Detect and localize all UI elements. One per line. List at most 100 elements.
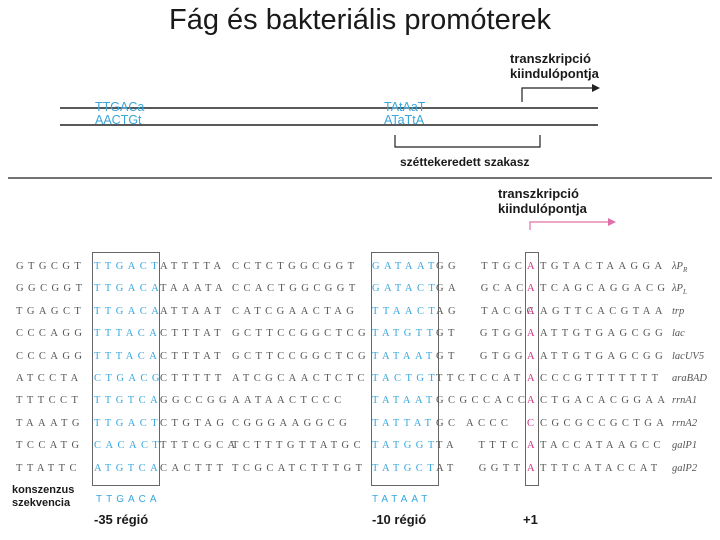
seq-spacer2: CCACTGGCGGT: [232, 283, 360, 295]
seq-spacer2: GCTTCCGGCTCG: [232, 350, 370, 362]
seq-minus35: ATGTCA: [94, 462, 163, 474]
seq-spacer: TAAATA: [160, 283, 234, 295]
seq-left: CCCAGG: [16, 350, 87, 362]
seq-downstream: GT GTGG: [436, 328, 527, 340]
seq-minus35: TTGACT: [94, 417, 163, 429]
seq-minus10: TATGCT: [372, 462, 439, 474]
region-35-label: -35 régió: [94, 512, 149, 527]
seq-minus35: CACACT: [94, 440, 164, 452]
seq-transcribed: ATTGTGAGCGG: [540, 350, 668, 362]
consensus-35: TTGACA: [96, 494, 161, 505]
seq-minus10: TACTGT: [372, 373, 440, 384]
seq-start-base: A: [527, 395, 540, 407]
seq-start-base: C: [527, 417, 539, 429]
seq-downstream: TA TTTC: [436, 440, 523, 452]
seq-spacer: ATTTTA: [160, 261, 233, 272]
seq-transcribed: TGTACTAAGGA: [540, 261, 667, 272]
seq-left: TTATTC: [16, 462, 81, 474]
start-label-top: transzkripció kiindulópontja: [510, 51, 599, 81]
minus35-box-top: TTGACa AACTGt: [95, 100, 145, 127]
arrowhead-bottom: [608, 218, 616, 226]
seq-left: GGCGGT: [16, 283, 87, 295]
promoter-name: trp: [672, 305, 685, 317]
seq-minus35: TTTACA: [94, 328, 162, 340]
seq-minus35: TTGACA: [94, 305, 164, 317]
seq-spacer: CTTTAT: [160, 350, 232, 362]
promoter-name: λPR: [672, 261, 688, 275]
seq-spacer2: TCTTTGTTATGC: [232, 440, 366, 452]
seq-start-base: A: [527, 328, 540, 340]
seq-downstream: GCGCCACC: [436, 395, 530, 407]
seq-left: TTTCCT: [16, 395, 83, 407]
promoter-name: rrnA2: [672, 417, 698, 429]
seq-spacer2: AATAACTCCC: [232, 395, 346, 407]
seq-spacer: CTTTAT: [160, 328, 232, 340]
seq-minus10: TATGTT: [372, 328, 438, 340]
start-arrow-bottom: [529, 221, 610, 230]
seq-downstream: TTCTCCAT: [436, 373, 525, 384]
minus10-region-box: [371, 252, 439, 486]
seq-transcribed: ATTGTGAGCGG: [540, 328, 668, 340]
promoter-name: lac: [672, 328, 685, 340]
seq-minus10: GATACT: [372, 283, 440, 295]
seq-left: ATCCTA: [16, 373, 83, 384]
seq-minus10: GATAAT: [372, 261, 439, 272]
seq-spacer: CACTTT: [160, 462, 235, 474]
seq-downstream: AT GGTT: [436, 462, 525, 474]
seq-downstream: GG TTGC: [436, 261, 527, 272]
melted-bracket: [394, 135, 541, 148]
seq-downstream: GT GTGG: [436, 350, 527, 362]
seq-minus10: TATAAT: [372, 395, 437, 407]
seq-minus35: CTGACG: [94, 373, 164, 384]
promoter-name: rrnA1: [672, 395, 698, 407]
start-arrow-top: [521, 87, 592, 102]
seq-downstream: AG TACGC: [436, 305, 539, 317]
seq-start-base: A: [527, 440, 540, 452]
page-title: Fág és bakteriális promóterek: [169, 4, 551, 36]
seq-transcribed: TACCATAAGCC: [540, 440, 665, 452]
seq-spacer: GGCCGG: [160, 395, 239, 407]
seq-left: TGAGCT: [16, 305, 86, 317]
seq-start-base: A: [527, 373, 540, 384]
promoter-name: galP2: [672, 462, 698, 474]
plus1-label: +1: [523, 512, 538, 527]
melted-label: széttekeredett szakasz: [400, 155, 530, 169]
seq-spacer2: CATCGAACTAG: [232, 305, 359, 317]
minus10-box-top: TAtAaT ATaTtA: [384, 100, 426, 127]
seq-spacer2: GCTTCCGGCTCG: [232, 328, 370, 340]
seq-spacer: TTTCGCA: [160, 440, 240, 452]
consensus-label: konszenzus szekvencia: [12, 484, 75, 509]
seq-transcribed: CCCGTTTTTTT: [540, 373, 663, 384]
seq-minus35: TTTACA: [94, 350, 162, 362]
seq-left: TAAATG: [16, 417, 84, 429]
seq-minus10: TATGGT: [372, 440, 439, 452]
seq-spacer2: CGGGAAGGCG: [232, 417, 352, 429]
start-label-bottom: transzkripció kiindulópontja: [498, 186, 587, 216]
seq-start-base: A: [527, 350, 540, 362]
seq-start-base: A: [527, 261, 540, 272]
seq-left: GTGCGT: [16, 261, 86, 272]
promoter-name: lacUV5: [672, 350, 705, 362]
seq-start-base: A: [527, 305, 540, 317]
seq-minus35: TTGACT: [94, 261, 163, 272]
seq-minus35: TTGTCA: [94, 395, 163, 407]
arrowhead-top: [592, 84, 600, 92]
seq-minus35: TTGACA: [94, 283, 164, 295]
region-10-label: -10 régió: [372, 512, 427, 527]
promoter-name: λPL: [672, 283, 687, 297]
start-site-box: [525, 252, 539, 486]
seq-start-base: A: [527, 462, 540, 474]
seq-spacer: ATTAAT: [160, 305, 233, 317]
minus35-region-box: [92, 252, 160, 486]
seq-spacer2: ATCGCAACTCTC: [232, 373, 369, 384]
seq-start-base: A: [527, 283, 540, 295]
seq-transcribed: CTGACACGGAA: [540, 395, 670, 407]
seq-downstream: GC ACCC: [436, 417, 513, 429]
promoter-name: araBAD: [672, 373, 707, 384]
seq-minus10: TTAACT: [372, 305, 440, 317]
seq-spacer2: TCGCATCTTTGT: [232, 462, 367, 474]
seq-left: CCCAGG: [16, 328, 87, 340]
seq-transcribed: TCAGCAGGACG: [540, 283, 670, 295]
seq-spacer: CTTTTT: [160, 373, 233, 384]
